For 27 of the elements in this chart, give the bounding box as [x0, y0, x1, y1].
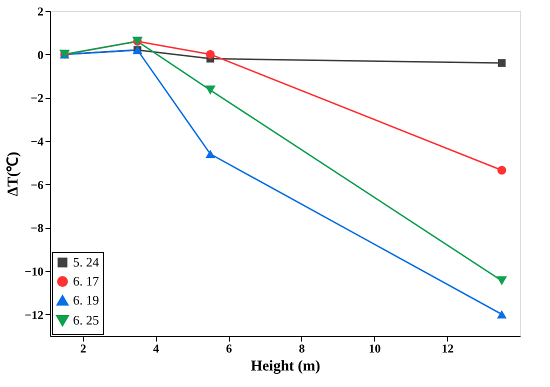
x-tick-label: 4	[153, 342, 160, 356]
y-tick-label: −10	[24, 264, 44, 278]
x-tick-label: 2	[80, 342, 86, 356]
point	[496, 310, 507, 319]
legend-label: 6. 17	[73, 274, 100, 288]
y-tick-label: −2	[30, 91, 44, 106]
point	[498, 59, 506, 67]
y-tick-label: 0	[38, 48, 44, 62]
legend-label: 6. 25	[73, 312, 99, 328]
y-tick-label: −8	[30, 221, 44, 236]
x-tick-label: 6	[226, 342, 232, 356]
point	[205, 86, 216, 95]
legend-label: 5. 24	[73, 254, 100, 270]
x-axis-title: Height (m)	[250, 358, 320, 374]
x-tick-label: 12	[442, 342, 454, 356]
y-axis-title: ΔT(℃)	[6, 152, 22, 196]
point	[205, 150, 216, 158]
point	[496, 276, 508, 286]
point	[206, 50, 215, 59]
y-tick-label: −4	[30, 134, 44, 148]
x-tick-label: 10	[368, 342, 381, 356]
legend-label: 6. 19	[73, 292, 99, 308]
y-tick-label: −12	[24, 308, 44, 322]
y-tick-label: 2	[38, 4, 44, 18]
x-tick-label: 8	[298, 342, 305, 356]
point	[497, 166, 506, 175]
y-tick-label: −6	[30, 178, 44, 192]
